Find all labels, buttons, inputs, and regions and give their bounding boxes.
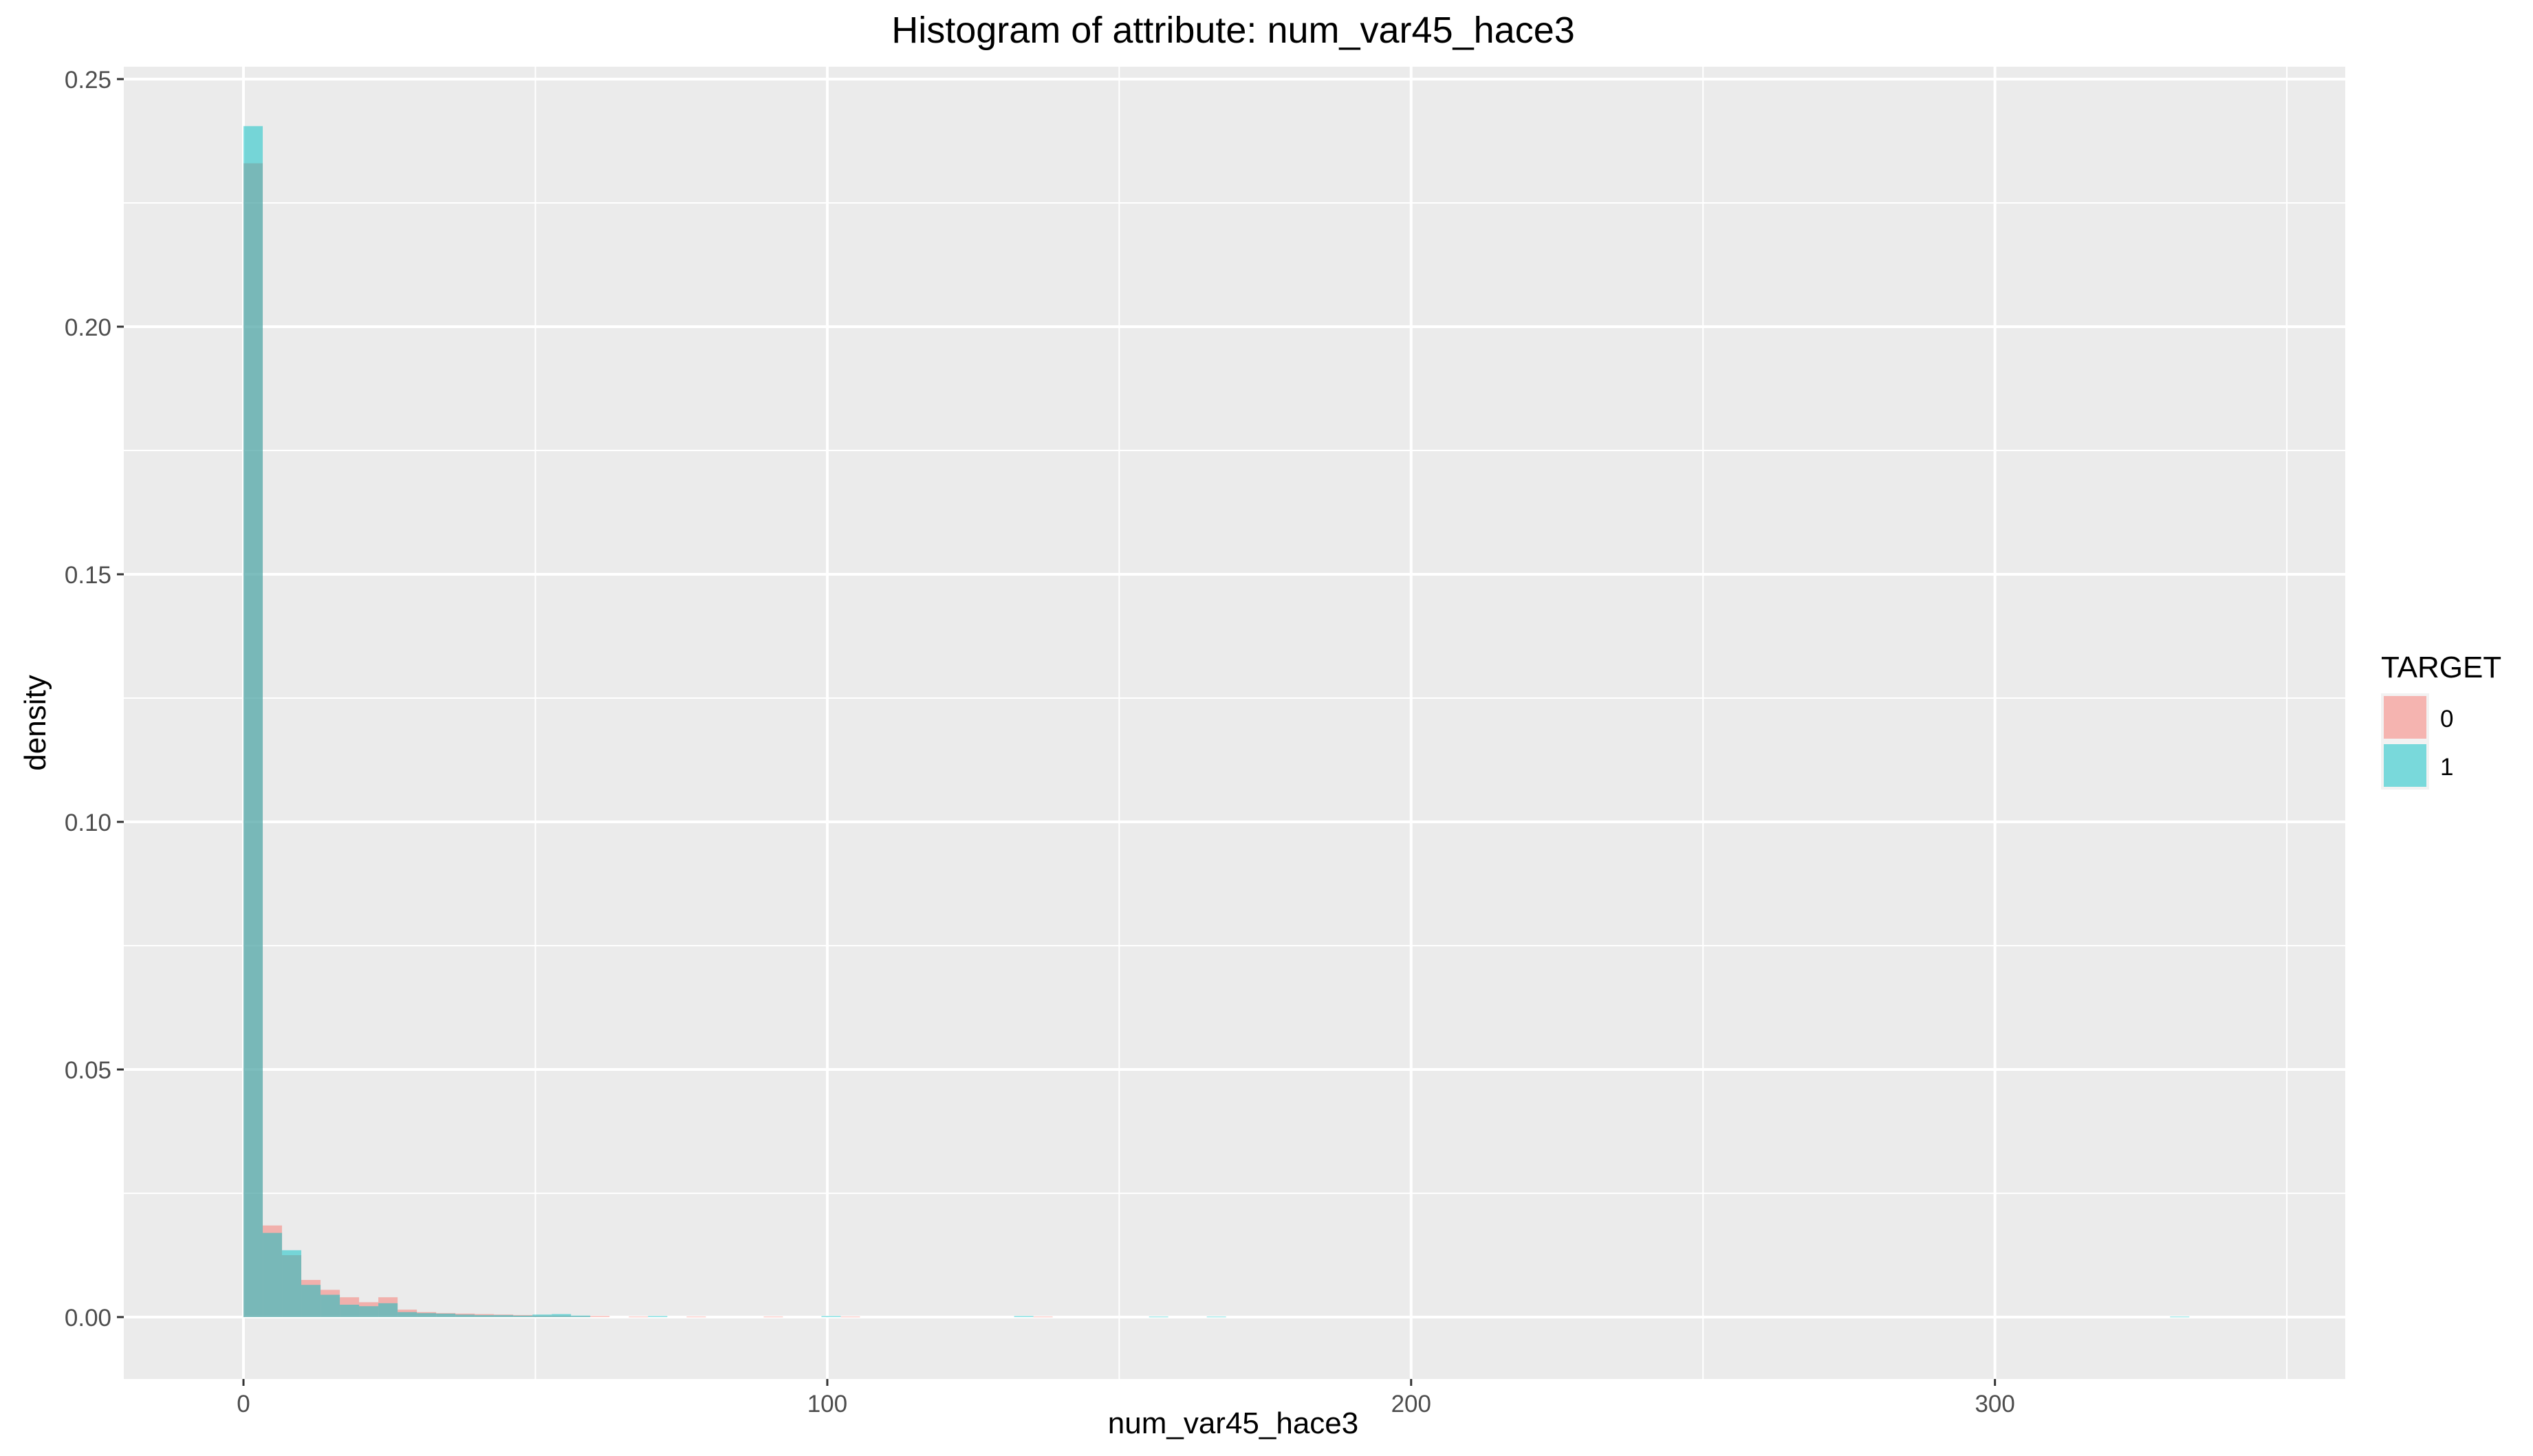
histogram-bar [417, 1313, 437, 1317]
histogram-bar [282, 1250, 302, 1317]
histogram-bar [840, 1316, 860, 1318]
legend-label-1: 1 [2440, 754, 2453, 781]
histogram-bar [763, 1316, 783, 1318]
legend: TARGET 01 [2381, 651, 2501, 790]
histogram-bar [340, 1305, 360, 1317]
histogram-bar [1033, 1316, 1053, 1318]
histogram-bar [2170, 1316, 2190, 1318]
histogram-bar [263, 1232, 283, 1317]
bars-layer [243, 126, 2190, 1318]
histogram-bar [436, 1313, 456, 1317]
y-axis-label: density [19, 675, 52, 770]
histogram-bar [1149, 1316, 1168, 1318]
legend-swatch-1 [2384, 744, 2426, 787]
plot-panel [124, 67, 2345, 1379]
histogram-bar [378, 1303, 398, 1317]
histogram-bar [1206, 1316, 1226, 1318]
histogram-bar [686, 1316, 706, 1318]
histogram-bar [552, 1314, 572, 1317]
y-tick-label: 0.10 [65, 810, 111, 836]
histogram-bar [359, 1306, 379, 1317]
histogram-bar [494, 1315, 514, 1317]
chart-title: Histogram of attribute: num_var45_hace3 [891, 10, 1575, 51]
y-tick-label: 0.00 [65, 1305, 111, 1332]
histogram-bar [398, 1312, 417, 1317]
legend-swatch-0 [2384, 696, 2426, 739]
histogram-bar [243, 126, 263, 1317]
x-tick-label: 100 [807, 1391, 847, 1417]
histogram-bar [629, 1316, 649, 1318]
y-axis: 0.00 0.05 0.10 0.15 0.20 0.25 [65, 67, 124, 1332]
histogram-bar [513, 1315, 533, 1317]
x-tick-label: 300 [1975, 1391, 2014, 1417]
series-1 [243, 126, 2190, 1318]
histogram-bar [590, 1316, 610, 1317]
histogram-bar [455, 1314, 475, 1317]
y-tick-label: 0.05 [65, 1057, 111, 1084]
x-tick-label: 200 [1391, 1391, 1431, 1417]
histogram-bar [301, 1285, 321, 1317]
histogram-bar [571, 1315, 591, 1317]
y-tick-label: 0.20 [65, 314, 111, 341]
x-axis: 0 100 200 300 [237, 1379, 2015, 1417]
x-axis-label: num_var45_hace3 [1108, 1406, 1358, 1440]
histogram-bar [532, 1314, 552, 1317]
legend-title: TARGET [2381, 651, 2501, 684]
legend-label-0: 0 [2440, 706, 2453, 732]
y-tick-label: 0.15 [65, 562, 111, 589]
histogram-bar [320, 1294, 340, 1317]
histogram-bar [1014, 1316, 1034, 1317]
y-tick-label: 0.25 [65, 67, 111, 94]
x-tick-label: 0 [237, 1391, 250, 1417]
histogram-bar [821, 1316, 841, 1317]
legend-items: 01 [2381, 693, 2453, 790]
histogram-bar [648, 1316, 668, 1317]
histogram-bar [475, 1315, 494, 1317]
